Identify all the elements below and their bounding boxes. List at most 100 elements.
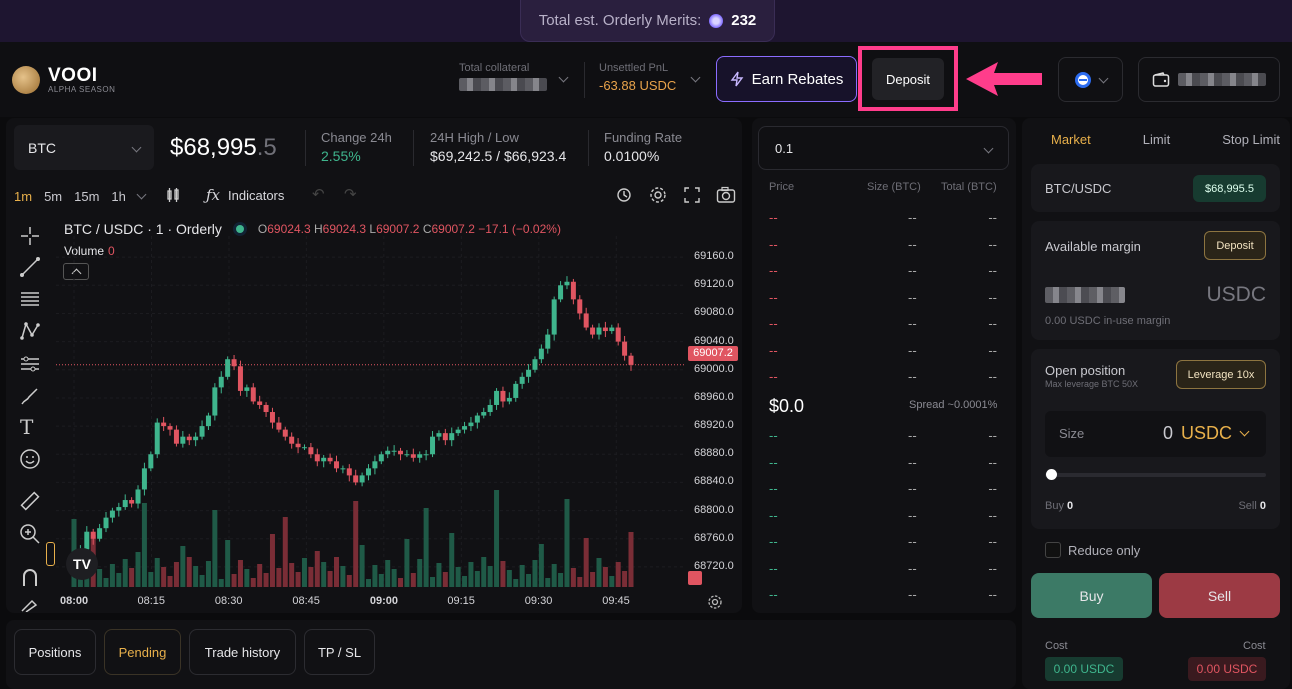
orderbook-row[interactable]: -- -- -- (769, 210, 997, 226)
toolbar-collapse-handle[interactable] (46, 542, 55, 566)
size-input[interactable]: Size 0 USDC (1045, 411, 1266, 457)
measure-lines-icon[interactable] (19, 353, 41, 375)
tab-trade-history[interactable]: Trade history (189, 629, 296, 675)
volume-bar (282, 517, 288, 587)
chevron-down-icon[interactable] (136, 189, 147, 199)
candle-body (346, 468, 352, 476)
indicators-button[interactable]: ƒx Indicators (206, 186, 284, 204)
sell-button[interactable]: Sell (1159, 573, 1280, 618)
orderbook-depth-select[interactable]: 0.1 (758, 126, 1009, 170)
candle-body (481, 412, 487, 416)
interval-15m[interactable]: 15m (74, 188, 100, 204)
orderbook-row[interactable]: -- -- -- (769, 481, 997, 497)
orderbook-row[interactable]: -- -- -- (769, 428, 997, 444)
candle-body (308, 447, 314, 455)
fib-icon[interactable] (19, 288, 41, 310)
trend-line-icon[interactable] (19, 256, 41, 278)
emoji-icon[interactable] (19, 448, 41, 470)
text-tool-icon[interactable]: T (20, 415, 34, 439)
zoom-in-icon[interactable] (19, 523, 41, 545)
pattern-icon[interactable] (19, 320, 41, 342)
volume-bar (103, 578, 109, 587)
y-tick-label: 68920.0 (694, 419, 734, 432)
orderbook-price: -- (769, 481, 778, 496)
orderbook-price: -- (769, 587, 778, 602)
fullscreen-icon[interactable] (683, 186, 701, 204)
candle-body (398, 450, 404, 455)
tab-market[interactable]: Market (1051, 132, 1091, 147)
magnet-icon[interactable] (19, 566, 41, 588)
tab-pending[interactable]: Pending (104, 629, 181, 675)
interval-1m[interactable]: 1m (14, 188, 33, 204)
size-value: 0 (1163, 423, 1174, 443)
volume-bar (628, 532, 634, 587)
buy-cost-value: 0.00 USDC (1045, 657, 1123, 681)
legend-collapse-button[interactable] (63, 263, 89, 280)
volume-bar (263, 573, 269, 587)
size-slider-track[interactable] (1045, 473, 1266, 477)
candle-type-icon[interactable] (164, 186, 182, 204)
orderbook-col-price: Price (769, 181, 795, 193)
y-tick-label: 69160.0 (694, 250, 734, 263)
lock-drawings-icon[interactable] (19, 598, 41, 612)
network-selector[interactable] (1058, 57, 1123, 102)
deposit-button[interactable]: Deposit (872, 58, 944, 100)
orderbook-row[interactable]: -- -- -- (769, 316, 997, 332)
orderbook-row[interactable]: -- -- -- (769, 369, 997, 385)
volume-bar (199, 575, 205, 587)
orderbook-size: -- (908, 263, 917, 278)
margin-deposit-button[interactable]: Deposit (1204, 231, 1266, 260)
brush-icon[interactable] (19, 385, 41, 407)
candle-body (257, 401, 263, 405)
orderbook-row[interactable]: -- -- -- (769, 290, 997, 306)
candlestick-chart[interactable] (56, 236, 686, 590)
orderbook-row[interactable]: -- -- -- (769, 508, 997, 524)
chevron-down-icon[interactable] (1239, 426, 1250, 437)
size-slider-handle[interactable] (1046, 469, 1057, 480)
merits-pill[interactable]: Total est. Orderly Merits: 232 (520, 0, 775, 42)
tab-tp-sl[interactable]: TP / SL (304, 629, 375, 675)
gear-icon[interactable] (649, 186, 667, 204)
total-collateral[interactable]: Total collateral (459, 62, 547, 96)
redo-icon[interactable]: ↷ (344, 186, 357, 203)
symbol-selector[interactable]: BTC (14, 125, 154, 170)
wallet-button[interactable] (1138, 57, 1280, 102)
interval-1h[interactable]: 1h (111, 188, 126, 204)
market-price-decimal: .5 (256, 134, 277, 161)
volume-bar (167, 576, 173, 587)
candle-body (237, 366, 243, 391)
leverage-button[interactable]: Leverage 10x (1176, 360, 1266, 389)
tab-stop-limit[interactable]: Stop Limit (1222, 132, 1280, 147)
orderbook-row[interactable]: -- -- -- (769, 561, 997, 577)
volume-bar (526, 574, 532, 587)
buy-qty: Buy 0 (1045, 500, 1074, 512)
orderbook-row[interactable]: -- -- -- (769, 455, 997, 471)
buy-button[interactable]: Buy (1031, 573, 1152, 618)
orderbook-row[interactable]: -- -- -- (769, 534, 997, 550)
orderbook-row[interactable]: -- -- -- (769, 237, 997, 253)
orderbook-row[interactable]: -- -- -- (769, 343, 997, 359)
ruler-icon[interactable] (19, 490, 41, 512)
orderbook-row[interactable]: -- -- -- (769, 263, 997, 279)
unsettled-pnl[interactable]: Unsettled PnL -63.88 USDC (599, 62, 676, 93)
camera-icon[interactable] (716, 186, 736, 204)
orderbook-row[interactable]: -- -- -- (769, 587, 997, 603)
candle-body (154, 422, 160, 455)
alert-icon[interactable] (616, 186, 634, 204)
size-unit[interactable]: USDC (1181, 423, 1233, 443)
axis-settings-icon[interactable] (707, 594, 723, 610)
candle-body (141, 468, 147, 490)
tab-positions[interactable]: Positions (14, 629, 96, 675)
earn-rebates-button[interactable]: Earn Rebates (716, 56, 857, 102)
interval-5m[interactable]: 5m (44, 188, 63, 204)
undo-icon[interactable]: ↶ (312, 186, 325, 203)
logo[interactable]: VOOI ALPHA SEASON (12, 66, 115, 94)
candle-body (404, 454, 410, 456)
candle-body (583, 313, 589, 328)
tab-limit[interactable]: Limit (1142, 132, 1171, 147)
candle-body (526, 369, 532, 377)
crosshair-icon[interactable] (19, 225, 41, 247)
tradingview-logo-icon[interactable]: TV (66, 548, 98, 580)
change-24h-label: Change 24h (321, 130, 392, 145)
reduce-only-checkbox[interactable] (1045, 542, 1061, 558)
